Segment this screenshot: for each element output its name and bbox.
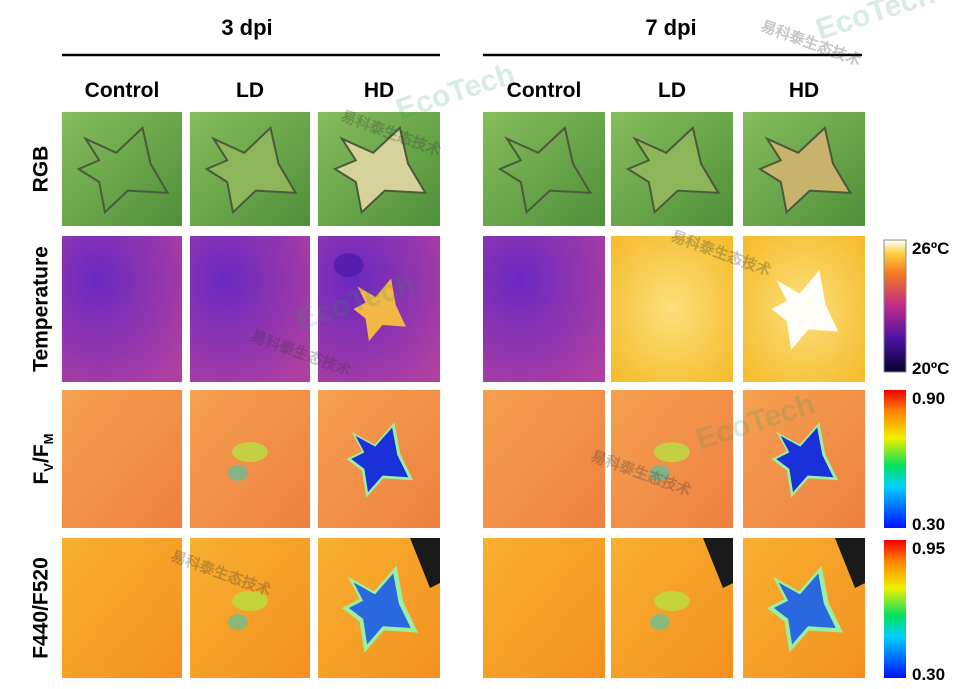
row-label: RGB [30, 146, 53, 193]
lesion [757, 125, 853, 215]
column-label: Control [85, 79, 160, 102]
lesion [76, 125, 170, 215]
image-panel [62, 390, 182, 528]
hot-spot [353, 278, 406, 342]
row-label-part: M [41, 433, 56, 444]
scale-max: 0.95 [912, 539, 945, 558]
column-label: LD [658, 79, 686, 102]
spot [649, 614, 670, 630]
image-panel [190, 236, 310, 382]
lesion [625, 125, 721, 215]
column-label: Control [507, 79, 582, 102]
spot [654, 442, 690, 463]
image-panel [62, 236, 182, 382]
row-label-part: V [41, 463, 56, 472]
colorbar [883, 239, 907, 373]
spot [232, 591, 268, 611]
lesion-core [351, 427, 409, 493]
lesion [497, 125, 593, 215]
hot-spot [771, 270, 839, 350]
column-label: LD [236, 79, 264, 102]
spot [228, 464, 248, 481]
group-title: 3 dpi [221, 15, 272, 40]
background [703, 538, 733, 588]
lesion-core [773, 573, 836, 645]
image-panel [483, 112, 605, 226]
scale-max: 0.90 [912, 389, 945, 408]
spot [654, 591, 690, 611]
colorbar [884, 390, 906, 528]
scale-min: 20ºC [912, 359, 949, 378]
watermark-brand: EcoTech [812, 0, 939, 47]
image-panel [611, 236, 733, 382]
row-label: Temperature [30, 246, 53, 372]
background [835, 538, 865, 588]
scale-max: 26ºC [912, 239, 949, 258]
column-label: HD [789, 79, 819, 102]
image-panel [62, 112, 182, 226]
row-label: FV/FM [30, 433, 56, 484]
spot [232, 442, 268, 463]
group-title: 7 dpi [645, 15, 696, 40]
image-panel [483, 236, 605, 382]
image-panel [483, 538, 605, 678]
column-label: HD [364, 79, 394, 102]
lesion-core [776, 427, 834, 493]
lesion-core [348, 573, 411, 645]
row-label-part: / [30, 457, 53, 463]
row-label-part: F [30, 472, 53, 485]
scale-min: 0.30 [912, 515, 945, 534]
colorbar [884, 540, 906, 678]
row-label: F440/F520 [30, 557, 53, 659]
background [410, 538, 440, 588]
spot [228, 614, 248, 630]
lesion [332, 125, 428, 215]
image-panel [483, 390, 605, 528]
scale-min: 0.30 [912, 665, 945, 684]
lesion [204, 125, 298, 215]
row-label-part: F [30, 444, 53, 457]
image-panel [62, 538, 182, 678]
cool-spot [333, 253, 364, 278]
spot [649, 464, 670, 481]
